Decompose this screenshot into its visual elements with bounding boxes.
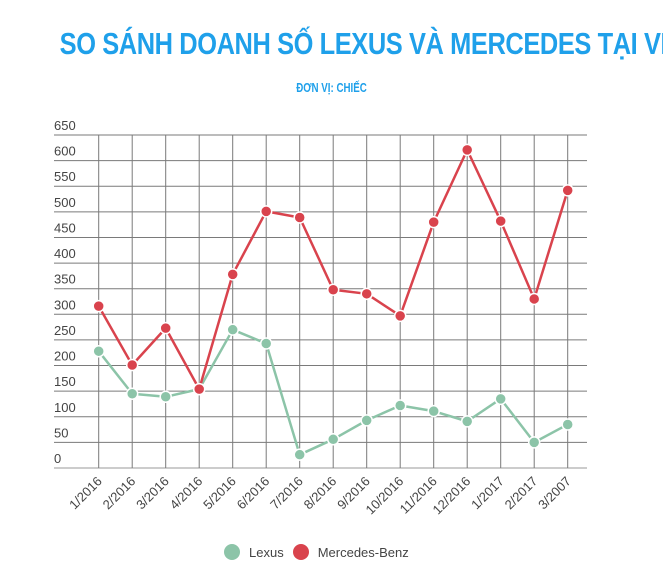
data-point[interactable] xyxy=(494,392,507,406)
x-tick-label: 7/2016 xyxy=(267,474,306,513)
data-point[interactable] xyxy=(92,299,105,313)
legend: Lexus Mercedes-Benz xyxy=(224,544,418,560)
data-point[interactable] xyxy=(561,418,574,431)
legend-item-lexus[interactable]: Lexus xyxy=(224,544,284,560)
x-tick-label: 3/2016 xyxy=(133,474,172,513)
data-point[interactable] xyxy=(494,214,507,228)
data-point[interactable] xyxy=(259,205,273,218)
data-point[interactable] xyxy=(393,399,407,412)
y-tick-label: 500 xyxy=(54,195,76,210)
y-tick-label: 400 xyxy=(54,246,76,261)
x-axis-labels: 1/20162/20163/20164/20165/20166/20167/20… xyxy=(66,474,574,518)
data-point[interactable] xyxy=(293,448,306,461)
data-point[interactable] xyxy=(293,211,306,224)
y-tick-label: 300 xyxy=(54,297,76,312)
x-tick-label: 2/2017 xyxy=(502,474,541,513)
y-tick-label: 200 xyxy=(54,349,76,364)
data-point[interactable] xyxy=(561,184,574,197)
x-tick-label: 3/2007 xyxy=(535,474,574,513)
mercedes-swatch-icon xyxy=(292,544,309,560)
x-tick-label: 2/2016 xyxy=(100,474,139,513)
data-point[interactable] xyxy=(226,323,239,336)
data-point[interactable] xyxy=(125,387,139,400)
series-mercedes-benz xyxy=(92,143,574,396)
y-tick-label: 0 xyxy=(54,451,61,466)
y-tick-label: 250 xyxy=(54,323,76,338)
y-tick-label: 600 xyxy=(54,144,76,159)
x-tick-label: 4/2016 xyxy=(167,474,206,513)
y-tick-label: 150 xyxy=(54,374,76,389)
chart-subtitle: ĐƠN VỊ: CHIẾC xyxy=(296,80,367,95)
y-tick-label: 50 xyxy=(54,425,68,440)
data-point[interactable] xyxy=(460,415,474,428)
data-point[interactable] xyxy=(125,358,139,372)
y-tick-label: 450 xyxy=(54,220,76,235)
data-point[interactable] xyxy=(527,292,541,306)
data-point[interactable] xyxy=(360,414,373,427)
data-point[interactable] xyxy=(192,382,206,396)
data-point[interactable] xyxy=(326,433,340,446)
data-point[interactable] xyxy=(259,337,273,350)
legend-label-lexus: Lexus xyxy=(249,544,284,560)
y-axis-labels: 0 50 100 150 200 250 300 350 400 450 500 550 600 650 xyxy=(54,118,76,466)
data-point[interactable] xyxy=(226,268,239,281)
x-tick-label: 8/2016 xyxy=(301,474,340,513)
x-tick-label: 10/2016 xyxy=(362,474,406,518)
data-point[interactable] xyxy=(360,287,373,301)
y-tick-label: 650 xyxy=(54,118,76,133)
legend-label-mercedes: Mercedes-Benz xyxy=(317,544,409,560)
chart-title: SO SÁNH DOANH SỐ LEXUS VÀ MERCEDES TẠI V… xyxy=(59,26,663,61)
data-point[interactable] xyxy=(159,390,172,404)
data-point[interactable] xyxy=(527,436,541,449)
x-tick-label: 6/2016 xyxy=(234,474,273,513)
data-point[interactable] xyxy=(427,215,440,229)
data-point[interactable] xyxy=(393,309,407,323)
x-tick-label: 5/2016 xyxy=(200,474,239,513)
data-point[interactable] xyxy=(460,143,474,157)
data-point[interactable] xyxy=(92,344,105,358)
y-tick-label: 350 xyxy=(54,272,76,287)
data-point[interactable] xyxy=(427,404,440,418)
data-point[interactable] xyxy=(159,321,172,335)
data-point[interactable] xyxy=(326,283,340,296)
lexus-swatch-icon xyxy=(224,544,240,560)
y-tick-label: 550 xyxy=(54,169,76,184)
legend-item-mercedes[interactable]: Mercedes-Benz xyxy=(292,544,409,560)
x-tick-label: 1/2017 xyxy=(468,474,507,513)
x-tick-label: 12/2016 xyxy=(429,474,473,518)
series-lines xyxy=(92,143,574,461)
y-tick-label: 100 xyxy=(54,400,76,415)
x-tick-label: 1/2016 xyxy=(66,474,105,513)
grid xyxy=(54,134,587,469)
